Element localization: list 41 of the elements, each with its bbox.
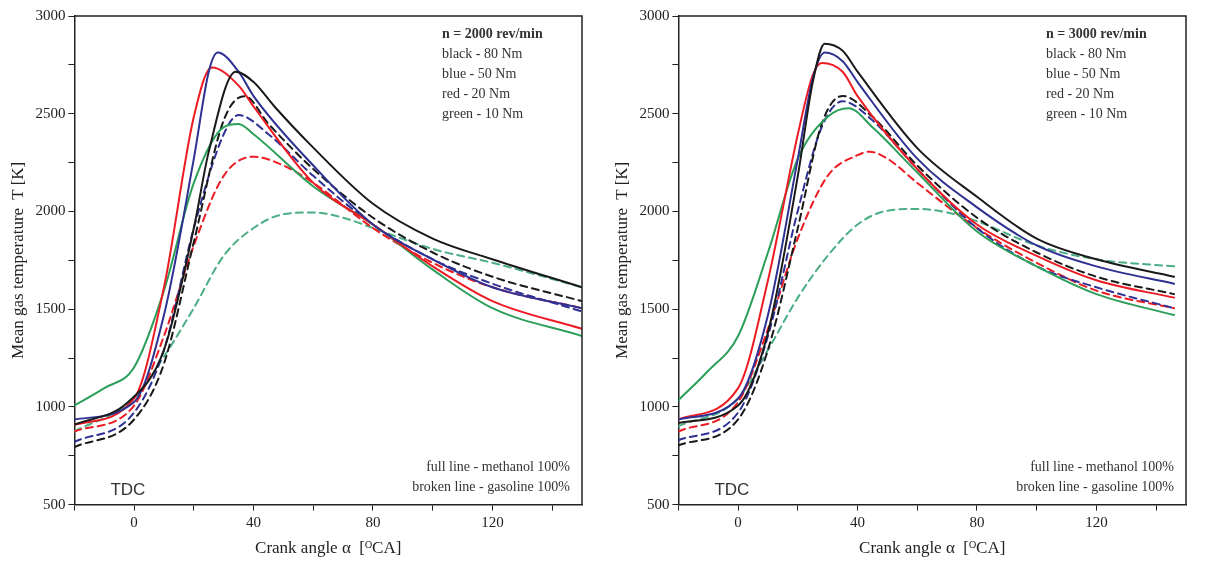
y-tick-label: 1000 [35,397,66,414]
annotation: blue - 50 Nm [442,66,517,81]
annotation: black - 80 Nm [1046,46,1127,61]
y-tick-label: 2000 [639,202,670,219]
annotation: red - 20 Nm [1046,86,1115,101]
y-tick-label: 500 [42,495,66,512]
y-tick-label: 2000 [35,202,66,219]
y-tick-label: 500 [646,495,670,512]
x-tick-label: 80 [365,513,381,530]
annotation: broken line - gasoline 100% [1016,478,1175,494]
y-axis-title: Mean gas temperature T [K] [7,161,27,359]
annotation: n = 3000 rev/min [1046,26,1147,41]
x-tick-label: 0 [130,513,138,530]
x-tick-label: 120 [1085,513,1108,530]
annotation: green - 10 Nm [442,106,524,121]
line-series [678,207,1176,428]
annotation: TDC [714,479,750,499]
annotation: full line - methanol 100% [426,458,571,474]
x-tick-label: 0 [734,513,742,530]
y-tick-label: 1000 [639,397,670,414]
annotation: blue - 50 Nm [1046,66,1121,81]
y-tick-label: 3000 [639,6,670,23]
annotation: black - 80 Nm [442,46,523,61]
y-tick-label: 3000 [35,6,66,23]
y-axis-title: Mean gas temperature T [K] [611,161,631,359]
y-tick-label: 1500 [639,300,670,317]
annotation: green - 10 Nm [1046,106,1128,121]
annotation: TDC [110,479,146,499]
annotation: broken line - gasoline 100% [412,478,571,494]
annotation: n = 2000 rev/min [442,26,543,41]
annotation: red - 20 Nm [442,86,511,101]
annotation: full line - methanol 100% [1030,458,1175,474]
x-tick-label: 120 [481,513,504,530]
y-tick-label: 1500 [35,300,66,317]
y-tick-label: 2500 [35,104,66,121]
x-tick-label: 40 [850,513,866,530]
x-axis-title: Crank angle α [ᴼCA] [255,538,402,558]
x-tick-label: 80 [969,513,985,530]
y-tick-label: 2500 [639,104,670,121]
x-axis-title: Crank angle α [ᴼCA] [859,538,1006,558]
x-tick-label: 40 [246,513,262,530]
